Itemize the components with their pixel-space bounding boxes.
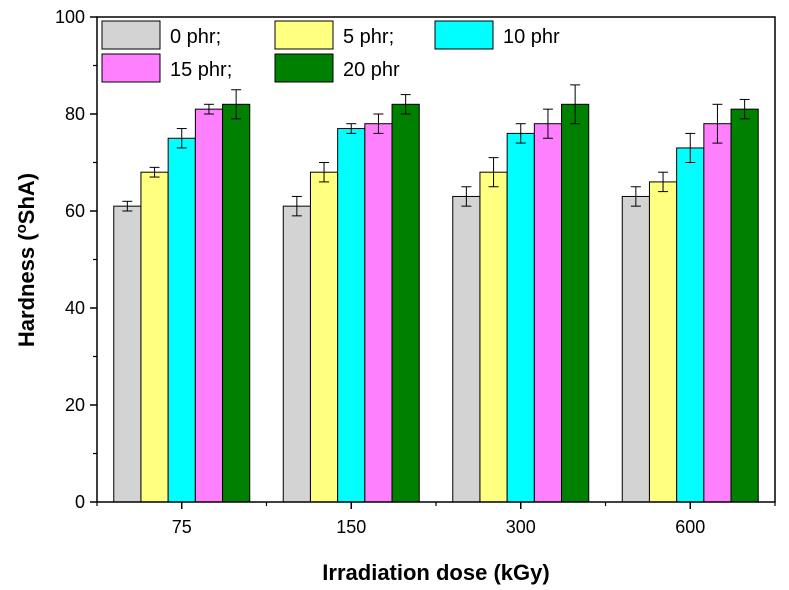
bar-75-2 [140, 171, 169, 503]
x-tick-label: 600 [675, 517, 705, 537]
bar-75-3 [167, 137, 196, 503]
bar-150-3 [337, 128, 366, 503]
legend-item-4: 15 phr; [101, 53, 232, 83]
error-bar-150-4 [373, 113, 384, 134]
legend-label: 5 phr; [343, 26, 394, 48]
error-bar-75-5 [231, 89, 242, 120]
bar-150-5 [391, 103, 420, 503]
y-axis: 0 20 40 60 80 100 [55, 7, 97, 512]
error-bar-600-5 [739, 98, 750, 120]
error-bar-300-5 [570, 84, 581, 125]
y-axis-title-main: Hardness ( [14, 233, 39, 347]
bar-600-2 [648, 181, 678, 503]
bar-600-4 [703, 123, 732, 503]
error-bar-300-3 [515, 123, 526, 144]
y-tick-label: 80 [65, 104, 85, 124]
error-bar-75-2 [149, 166, 160, 178]
error-bar-300-1 [461, 186, 472, 207]
error-bar-150-2 [319, 162, 330, 183]
error-bar-150-5 [400, 94, 411, 115]
x-tick-label: 300 [506, 517, 536, 537]
legend-swatch [434, 20, 494, 50]
y-tick-label: 20 [65, 395, 85, 415]
x-tick-label: 150 [336, 517, 366, 537]
bar-75-1 [113, 205, 142, 503]
legend-item-1: 0 phr; [101, 20, 221, 50]
legend-item-2: 5 phr; [274, 20, 394, 50]
y-axis-title-superscript: o [13, 224, 30, 233]
legend-label: 15 phr; [170, 59, 232, 81]
bar-75-4 [194, 108, 224, 503]
error-bar-75-3 [176, 128, 187, 149]
legend-swatch [274, 53, 334, 83]
error-bar-300-4 [542, 108, 553, 139]
legend-swatch [101, 53, 161, 83]
y-axis-title: Hardness (oShA) [13, 173, 39, 347]
x-axis: 75 150 300 600 [96, 502, 776, 537]
x-tick-label: 75 [172, 517, 192, 537]
error-bars-layer [122, 84, 750, 217]
bar-75-5 [222, 103, 251, 503]
x-axis-title: Irradiation dose (kGy) [322, 560, 549, 585]
bar-300-4 [533, 123, 563, 503]
bar-600-5 [730, 108, 759, 503]
bar-150-4 [364, 123, 393, 503]
error-bar-150-3 [346, 123, 357, 134]
legend-swatch [101, 20, 161, 50]
y-axis-title-rest: ShA) [14, 173, 39, 224]
y-tick-label: 100 [55, 7, 85, 27]
error-bar-75-4 [203, 103, 214, 115]
legend-label: 0 phr; [170, 26, 221, 48]
bar-150-1 [282, 205, 311, 503]
error-bar-75-1 [122, 200, 133, 212]
legend-label: 20 phr [343, 59, 400, 81]
y-tick-label: 60 [65, 201, 85, 221]
legend-swatch [274, 20, 334, 50]
bar-300-1 [452, 195, 481, 503]
legend-item-5: 20 phr [274, 53, 400, 83]
error-bar-600-3 [685, 132, 696, 163]
legend-item-3: 10 phr [434, 20, 560, 50]
bars-layer [113, 103, 759, 503]
bar-600-1 [621, 195, 650, 503]
error-bar-300-2 [488, 157, 499, 188]
bar-300-5 [561, 103, 590, 503]
y-tick-label: 0 [75, 492, 85, 512]
error-bar-150-1 [291, 195, 302, 217]
y-tick-label: 40 [65, 298, 85, 318]
error-bar-600-4 [712, 103, 723, 144]
bar-600-3 [676, 147, 705, 503]
bar-150-2 [309, 171, 339, 503]
error-bar-600-2 [658, 171, 669, 193]
bar-300-3 [506, 132, 535, 503]
bar-300-2 [479, 171, 508, 503]
legend-label: 10 phr [503, 26, 560, 48]
error-bar-600-1 [630, 186, 641, 207]
legend: 0 phr; 5 phr; 10 phr 15 phr; 20 phr [101, 20, 560, 83]
